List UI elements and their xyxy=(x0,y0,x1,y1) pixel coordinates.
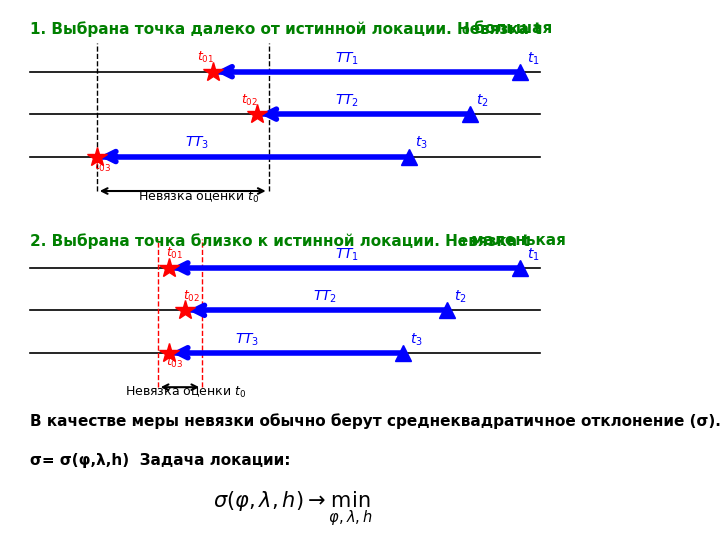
Text: $t_2$: $t_2$ xyxy=(454,289,467,305)
Text: $t_2$: $t_2$ xyxy=(476,92,489,109)
Text: $t_{02}$: $t_{02}$ xyxy=(183,289,199,304)
Text: Невязка оценки $t_0$: Невязка оценки $t_0$ xyxy=(125,385,246,400)
Text: σ= σ(φ,λ,h)  Задача локации:: σ= σ(φ,λ,h) Задача локации: xyxy=(30,454,291,469)
Text: $t_{03}$: $t_{03}$ xyxy=(94,159,112,174)
Text: 1. Выбрана точка далеко от истинной локации. Невязка t: 1. Выбрана точка далеко от истинной лока… xyxy=(30,22,542,37)
Text: $t_{03}$: $t_{03}$ xyxy=(166,355,184,370)
Text: $t_3$: $t_3$ xyxy=(415,135,428,151)
Text: маленькая: маленькая xyxy=(466,233,565,248)
Text: $t_{01}$: $t_{01}$ xyxy=(197,50,214,65)
Text: $t_1$: $t_1$ xyxy=(527,246,540,263)
Text: $TT_2$: $TT_2$ xyxy=(312,289,337,305)
Text: $t_3$: $t_3$ xyxy=(410,331,423,348)
Text: $TT_1$: $TT_1$ xyxy=(335,246,359,263)
Text: $t_1$: $t_1$ xyxy=(527,50,540,66)
Text: Невязка оценки $t_0$: Невязка оценки $t_0$ xyxy=(138,190,260,205)
Text: $t_{01}$: $t_{01}$ xyxy=(166,246,184,261)
Text: $\sigma(\varphi, \lambda, h) \rightarrow \min_{\varphi,\lambda,h}$: $\sigma(\varphi, \lambda, h) \rightarrow… xyxy=(213,490,373,528)
Text: большая: большая xyxy=(469,22,552,36)
Text: 0: 0 xyxy=(462,25,469,36)
Text: $TT_3$: $TT_3$ xyxy=(235,331,260,348)
Text: В качестве меры невязки обычно берут среднеквадратичное отклонение (σ).: В качестве меры невязки обычно берут сре… xyxy=(30,414,720,429)
Text: $TT_3$: $TT_3$ xyxy=(186,135,210,151)
Text: 2. Выбрана точка близко к истинной локации. Невязка t: 2. Выбрана точка близко к истинной локац… xyxy=(30,233,530,249)
Text: $TT_1$: $TT_1$ xyxy=(335,50,359,66)
Text: $t_{02}$: $t_{02}$ xyxy=(241,92,258,107)
Text: $TT_2$: $TT_2$ xyxy=(335,92,359,109)
Text: 0: 0 xyxy=(458,238,466,248)
